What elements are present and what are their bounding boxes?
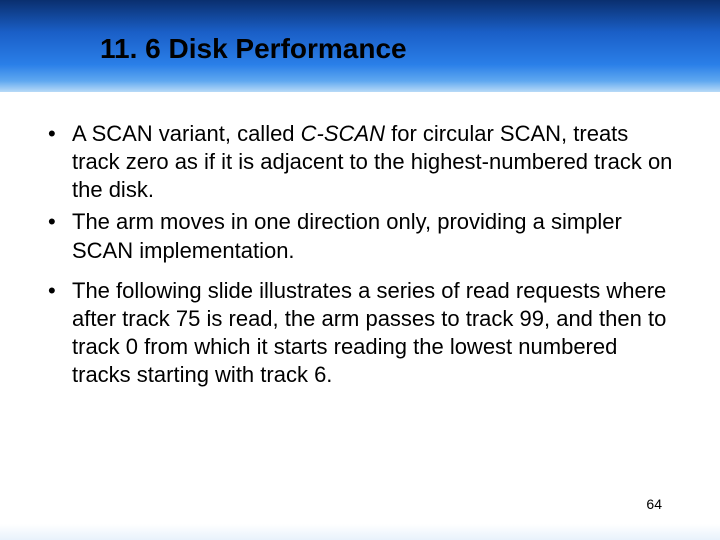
bullet-text: The arm moves in one direction only, pro… [72,209,622,262]
bullet-text: The following slide illustrates a series… [72,278,666,387]
bullet-list: A SCAN variant, called C-SCAN for circul… [40,120,680,389]
slide-header: 11. 6 Disk Performance [0,0,720,92]
bullet-text-pre: A SCAN variant, called [72,121,301,146]
bullet-text-em: C-SCAN [301,121,385,146]
page-number: 64 [646,496,662,512]
footer-fade [0,524,720,540]
slide-body: A SCAN variant, called C-SCAN for circul… [0,92,720,389]
bullet-item: The following slide illustrates a series… [40,277,680,390]
slide-title: 11. 6 Disk Performance [0,27,407,65]
bullet-item: The arm moves in one direction only, pro… [40,208,680,264]
bullet-item: A SCAN variant, called C-SCAN for circul… [40,120,680,204]
